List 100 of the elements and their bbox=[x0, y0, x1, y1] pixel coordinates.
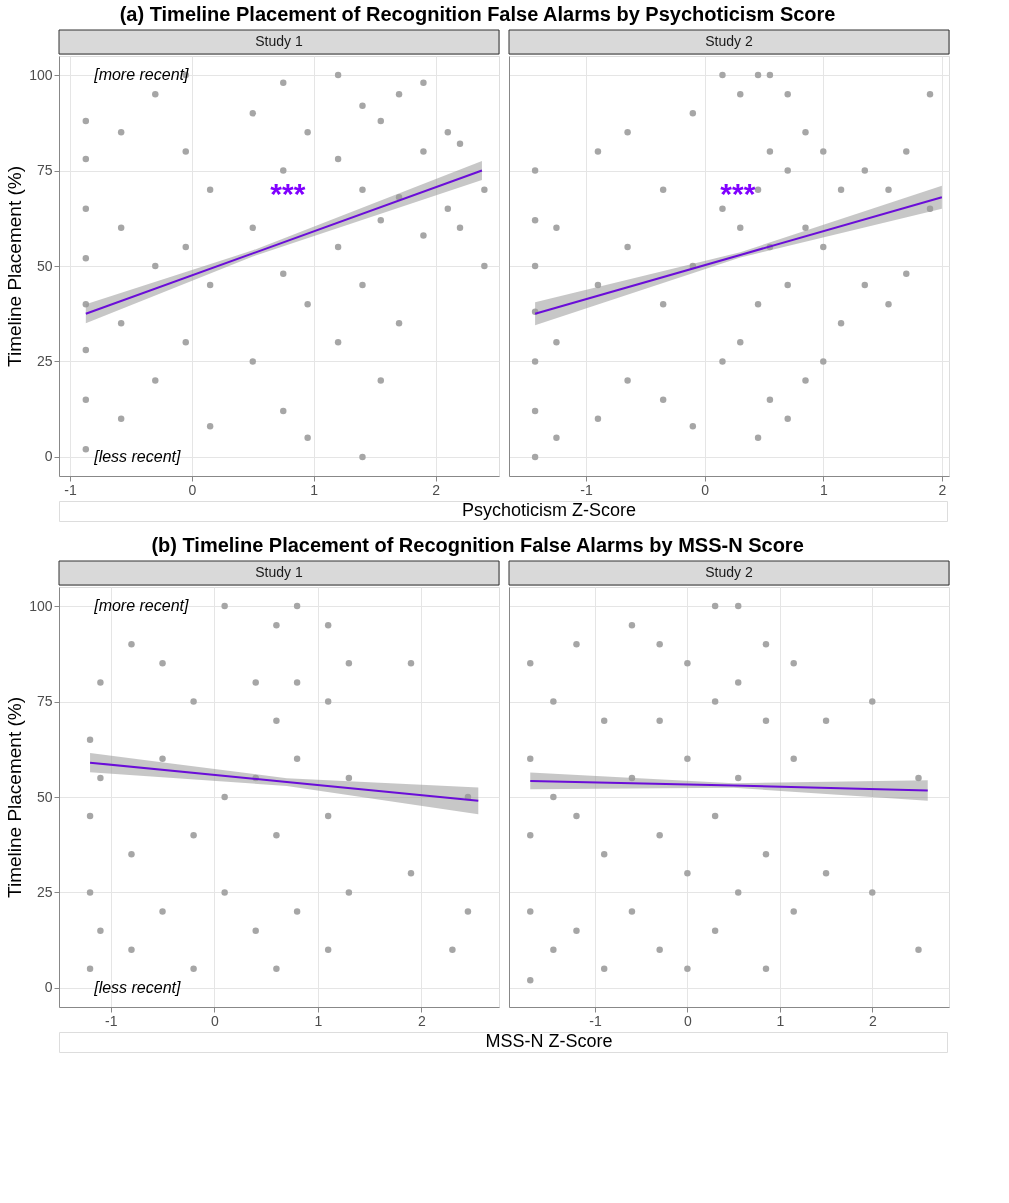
point bbox=[377, 117, 385, 125]
point bbox=[249, 110, 257, 117]
point bbox=[719, 71, 726, 79]
point bbox=[737, 224, 744, 232]
point bbox=[531, 216, 539, 224]
point bbox=[273, 831, 280, 839]
point bbox=[293, 602, 301, 610]
point bbox=[273, 717, 280, 724]
x-tick-label: 1 bbox=[819, 481, 828, 498]
point bbox=[324, 812, 332, 820]
x-tick-label: 0 bbox=[701, 481, 710, 498]
point bbox=[711, 602, 719, 610]
point bbox=[594, 281, 602, 289]
point bbox=[117, 129, 125, 136]
point bbox=[82, 255, 90, 262]
point bbox=[531, 407, 539, 415]
point bbox=[273, 621, 280, 629]
point bbox=[573, 641, 580, 648]
point bbox=[784, 281, 791, 289]
point bbox=[117, 415, 125, 422]
point bbox=[86, 889, 94, 896]
point bbox=[628, 908, 636, 915]
point bbox=[527, 908, 534, 915]
point bbox=[334, 71, 342, 79]
point bbox=[82, 205, 90, 212]
point bbox=[206, 186, 214, 193]
point bbox=[159, 755, 166, 763]
y-axis-title: Timeline Placement (%) bbox=[4, 166, 26, 367]
x-axis-title: MSS-N Z-Score bbox=[485, 1031, 613, 1051]
point bbox=[128, 946, 135, 953]
point bbox=[97, 774, 104, 782]
point bbox=[711, 927, 719, 934]
point bbox=[86, 736, 94, 743]
point bbox=[790, 908, 797, 915]
point bbox=[221, 793, 228, 801]
point bbox=[573, 927, 580, 934]
point bbox=[926, 205, 934, 212]
point bbox=[784, 90, 791, 98]
point bbox=[531, 453, 539, 461]
point bbox=[762, 851, 770, 858]
y-tick-label: 50 bbox=[36, 257, 53, 274]
point bbox=[531, 167, 539, 174]
point bbox=[407, 660, 415, 667]
point bbox=[837, 186, 845, 193]
point bbox=[656, 831, 663, 839]
point bbox=[628, 774, 636, 782]
point bbox=[152, 90, 159, 98]
point bbox=[628, 621, 636, 629]
x-tick-label: 0 bbox=[188, 481, 197, 498]
point bbox=[754, 434, 762, 442]
point bbox=[420, 79, 427, 86]
point bbox=[117, 320, 125, 327]
chart-subtitle: Study 1 bbox=[255, 564, 303, 580]
point bbox=[280, 79, 287, 86]
point bbox=[624, 243, 631, 251]
point bbox=[550, 946, 557, 953]
point bbox=[456, 140, 464, 148]
y-tick-label: 25 bbox=[36, 883, 53, 900]
point bbox=[802, 377, 809, 384]
x-tick-label: 2 bbox=[417, 1012, 426, 1029]
chart-title: (a) Timeline Placement of Recognition False Alarms by Psychoticism Score bbox=[119, 3, 836, 25]
point bbox=[735, 679, 742, 686]
point bbox=[444, 129, 452, 136]
point bbox=[249, 358, 257, 365]
point bbox=[573, 812, 580, 820]
y-tick-label: 75 bbox=[36, 693, 53, 710]
point bbox=[182, 148, 189, 155]
point bbox=[553, 434, 560, 442]
x-tick-label: 0 bbox=[210, 1012, 219, 1029]
point bbox=[97, 927, 104, 934]
point bbox=[553, 339, 560, 346]
annotation: *** bbox=[720, 176, 756, 210]
point bbox=[594, 148, 602, 155]
point bbox=[449, 946, 456, 953]
point bbox=[345, 774, 353, 782]
chart-subtitle: Study 1 bbox=[255, 33, 303, 49]
point bbox=[784, 167, 791, 174]
point bbox=[790, 660, 797, 667]
point bbox=[820, 148, 827, 155]
point bbox=[531, 358, 539, 365]
point bbox=[885, 300, 892, 308]
x-tick-label: -1 bbox=[589, 1012, 602, 1029]
point bbox=[527, 977, 534, 984]
y-tick-label: 50 bbox=[36, 788, 53, 805]
point bbox=[280, 407, 287, 415]
x-tick-label: -1 bbox=[64, 481, 77, 498]
point bbox=[754, 71, 762, 79]
x-tick-label: 1 bbox=[776, 1012, 785, 1029]
annotation: *** bbox=[270, 176, 306, 210]
point bbox=[659, 300, 667, 308]
x-tick-label: -1 bbox=[105, 1012, 118, 1029]
point bbox=[689, 110, 697, 117]
point bbox=[903, 270, 910, 277]
point bbox=[293, 755, 301, 763]
point bbox=[624, 377, 631, 384]
point bbox=[304, 300, 311, 308]
point bbox=[377, 377, 385, 384]
point bbox=[711, 812, 719, 820]
point bbox=[656, 946, 663, 953]
point bbox=[159, 908, 166, 915]
